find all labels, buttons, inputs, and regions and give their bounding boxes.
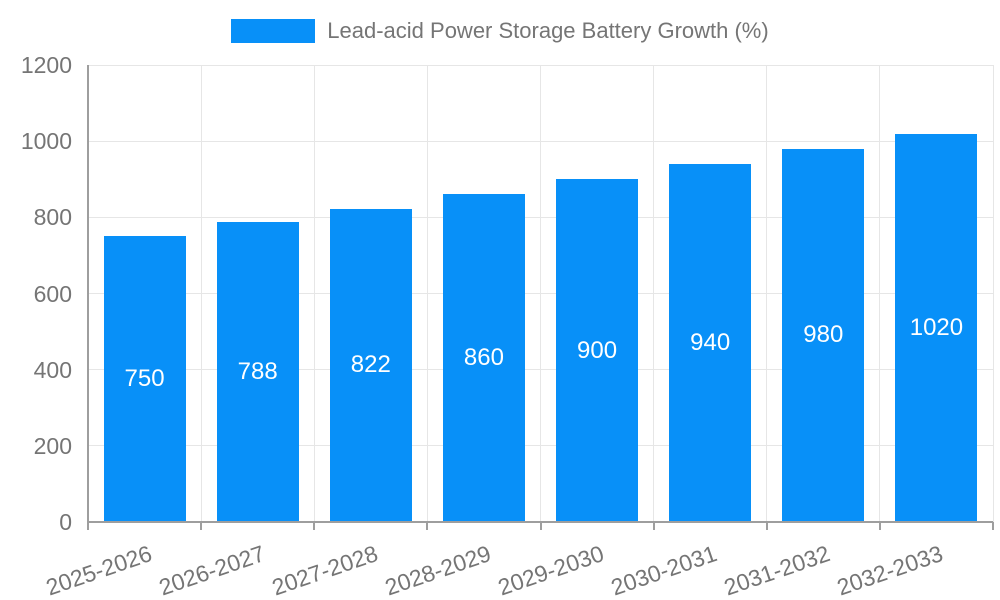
- y-tick-label: 800: [33, 204, 72, 231]
- gridline-v: [540, 65, 541, 522]
- gridline-v: [992, 65, 994, 522]
- x-axis-tick: [200, 522, 203, 530]
- gridline-v: [426, 65, 428, 522]
- bar-value-label: 750: [124, 365, 165, 393]
- y-tick-label: 1200: [20, 52, 72, 78]
- legend: Lead-acid Power Storage Battery Growth (…: [0, 18, 1000, 44]
- x-tick-label: 2025-2026: [42, 540, 155, 600]
- x-tick-label: 2031-2032: [720, 540, 834, 600]
- bar: 860: [442, 194, 525, 522]
- bar-value-label: 1020: [909, 313, 964, 341]
- x-tick-label: 2027-2028: [268, 540, 381, 600]
- bar: 980: [782, 148, 865, 522]
- x-tick-label: 2032-2033: [834, 540, 947, 600]
- x-tick-label: 2029-2030: [494, 540, 608, 600]
- legend-swatch: [231, 19, 316, 43]
- x-axis-tick: [878, 522, 881, 530]
- gridline-v: [653, 65, 655, 522]
- x-tick-label: 2030-2031: [607, 540, 721, 600]
- bar-value-label: 860: [463, 344, 504, 372]
- x-axis-line: [88, 521, 993, 523]
- bar: 1020: [895, 133, 978, 522]
- bar: 788: [216, 221, 299, 522]
- y-axis-line: [87, 65, 89, 530]
- x-axis-tick: [652, 522, 655, 530]
- gridline-v: [313, 65, 315, 522]
- y-tick-label: 400: [33, 356, 72, 383]
- bar: 822: [329, 208, 412, 522]
- x-tick-label: 2026-2027: [155, 540, 268, 600]
- y-tick-label: 200: [33, 432, 72, 459]
- gridline-v: [879, 65, 881, 522]
- bar-value-label: 822: [350, 351, 391, 379]
- gridline-v: [766, 65, 768, 522]
- bar-value-label: 900: [577, 336, 618, 364]
- y-tick-label: 1000: [20, 128, 72, 155]
- bar: 750: [103, 236, 186, 522]
- x-axis-tick: [765, 522, 768, 530]
- x-axis-tick: [539, 522, 542, 530]
- bar-value-label: 788: [237, 357, 278, 385]
- x-axis-tick: [426, 522, 429, 530]
- bar: 900: [556, 179, 639, 522]
- bar-value-label: 980: [803, 321, 844, 349]
- x-axis-tick: [992, 522, 994, 530]
- x-axis-tick: [313, 522, 316, 530]
- bar-value-label: 940: [690, 329, 731, 356]
- x-tick-label: 2028-2029: [381, 540, 495, 600]
- gridline-v: [200, 65, 202, 522]
- plot-area: 750 788 822 860 900 940 980 1020: [88, 64, 994, 522]
- y-tick-label: 0: [59, 509, 72, 535]
- y-tick-label: 600: [33, 280, 72, 307]
- bar: 940: [669, 164, 752, 522]
- legend-label: Lead-acid Power Storage Battery Growth (…: [327, 18, 769, 43]
